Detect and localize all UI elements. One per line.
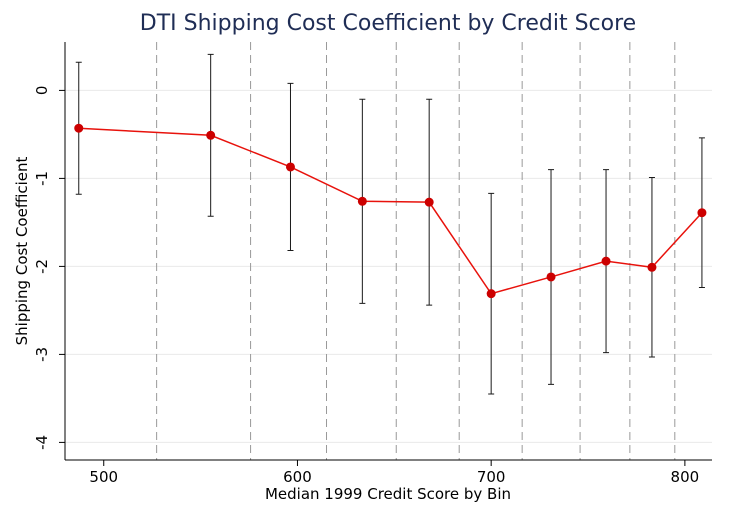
point	[546, 272, 556, 282]
y-tick-label: -3	[33, 347, 51, 362]
point	[206, 130, 216, 140]
point	[357, 196, 367, 206]
y-tick-label: -1	[33, 171, 51, 186]
point	[424, 197, 434, 207]
point	[486, 289, 496, 299]
point	[647, 262, 657, 272]
y-tick-label: 0	[33, 86, 51, 96]
y-tick-label: -4	[33, 435, 51, 450]
chart-title: DTI Shipping Cost Coefficient by Credit …	[140, 11, 636, 36]
x-tick-label: 700	[477, 468, 506, 486]
x-tick-label: 500	[89, 468, 118, 486]
point	[601, 256, 611, 266]
point	[74, 123, 84, 133]
x-axis-label: Median 1999 Credit Score by Bin	[265, 485, 511, 503]
y-axis-label: Shipping Cost Coefficient	[13, 157, 31, 346]
point	[285, 162, 295, 172]
x-tick-label: 800	[671, 468, 700, 486]
point	[697, 208, 707, 218]
x-tick-label: 600	[283, 468, 312, 486]
y-tick-label: -2	[33, 259, 51, 274]
line	[78, 127, 703, 295]
